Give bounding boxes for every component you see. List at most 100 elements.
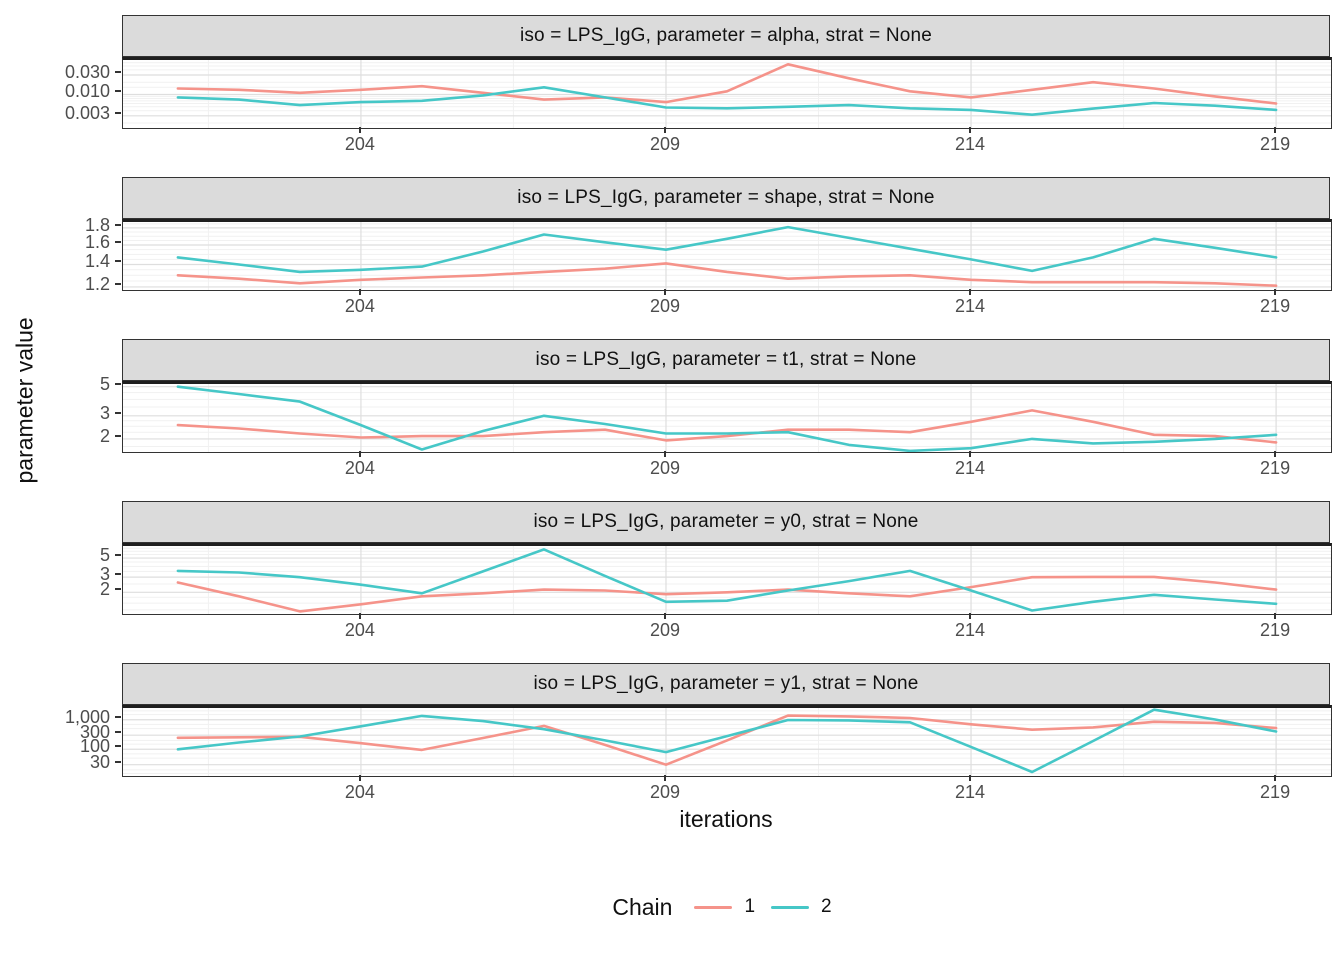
x-tick-label: 214 bbox=[955, 458, 986, 478]
facet-plot-area bbox=[123, 60, 1331, 128]
y-tick-mark bbox=[115, 241, 121, 244]
facet-panel bbox=[122, 219, 1332, 291]
x-tick-label: 219 bbox=[1260, 296, 1291, 316]
legend-entry-chain-1: 1 bbox=[694, 896, 755, 918]
x-tick-label: 219 bbox=[1260, 134, 1291, 154]
facet-strip-title: iso = LPS_IgG, parameter = y1, strat = N… bbox=[533, 673, 919, 694]
y-tick-mark bbox=[115, 71, 121, 74]
legend-label-chain-1: 1 bbox=[744, 896, 756, 917]
x-tick-mark bbox=[663, 289, 666, 295]
chain-2-trace bbox=[176, 708, 1278, 774]
y-tick-mark bbox=[115, 760, 121, 763]
y-tick-label: 3 bbox=[99, 564, 110, 585]
facet-strip: iso = LPS_IgG, parameter = y1, strat = N… bbox=[122, 663, 1330, 705]
legend-entry-chain-2: 2 bbox=[771, 896, 832, 918]
x-tick-mark bbox=[969, 775, 972, 781]
chain-1-trace bbox=[176, 63, 1278, 105]
x-tick-mark bbox=[969, 613, 972, 619]
chain-1-trace bbox=[176, 262, 1278, 288]
x-tick-mark bbox=[1274, 775, 1277, 781]
x-tick-mark bbox=[1274, 613, 1277, 619]
x-tick-mark bbox=[663, 127, 666, 133]
y-tick-label: 1,000 bbox=[64, 706, 110, 727]
x-tick-mark bbox=[663, 775, 666, 781]
x-tick-label: 214 bbox=[955, 296, 986, 316]
chain-legend: Chain 1 2 bbox=[422, 892, 1022, 922]
facet-plot-area bbox=[123, 708, 1331, 776]
facet-strip-title: iso = LPS_IgG, parameter = t1, strat = N… bbox=[535, 349, 917, 370]
y-tick-label: 3 bbox=[99, 402, 110, 423]
x-tick-mark bbox=[358, 127, 361, 133]
y-tick-label: 0.030 bbox=[64, 62, 110, 83]
facet-strip: iso = LPS_IgG, parameter = alpha, strat … bbox=[122, 15, 1330, 57]
x-tick-label: 214 bbox=[955, 782, 986, 802]
facet-strip-title: iso = LPS_IgG, parameter = shape, strat … bbox=[517, 187, 935, 208]
facet-panel bbox=[122, 705, 1332, 777]
facet-plot-area bbox=[123, 222, 1331, 290]
x-tick-mark bbox=[358, 613, 361, 619]
y-tick-mark bbox=[115, 382, 121, 385]
facet-strip-title: iso = LPS_IgG, parameter = alpha, strat … bbox=[519, 25, 933, 46]
x-tick-label: 204 bbox=[344, 458, 375, 478]
y-tick-label: 0.010 bbox=[64, 81, 110, 102]
x-tick-mark bbox=[969, 451, 972, 457]
x-tick-label: 219 bbox=[1260, 782, 1291, 802]
x-tick-label: 204 bbox=[344, 620, 375, 640]
y-tick-mark bbox=[115, 434, 121, 437]
legend-title: Chain bbox=[612, 893, 673, 920]
x-tick-label: 204 bbox=[344, 134, 375, 154]
y-tick-label: 0.003 bbox=[64, 102, 110, 123]
x-tick-mark bbox=[1274, 127, 1277, 133]
x-tick-label: 209 bbox=[649, 782, 680, 802]
x-tick-label: 209 bbox=[649, 620, 680, 640]
facet-strip-title: iso = LPS_IgG, parameter = y0, strat = N… bbox=[533, 511, 919, 532]
facet-panel bbox=[122, 381, 1332, 453]
y-tick-label: 100 bbox=[79, 736, 110, 757]
x-tick-label: 209 bbox=[649, 296, 680, 316]
x-tick-label: 214 bbox=[955, 134, 986, 154]
y-tick-label: 1.6 bbox=[84, 232, 110, 253]
x-tick-mark bbox=[358, 451, 361, 457]
x-tick-label: 219 bbox=[1260, 458, 1291, 478]
chain-2-trace bbox=[176, 385, 1278, 452]
y-tick-mark bbox=[115, 731, 121, 734]
x-tick-label: 209 bbox=[649, 134, 680, 154]
y-tick-label: 1.2 bbox=[84, 273, 110, 294]
y-tick-label: 30 bbox=[89, 751, 110, 772]
y-tick-mark bbox=[115, 745, 121, 748]
x-tick-mark bbox=[969, 289, 972, 295]
y-tick-label: 2 bbox=[99, 579, 110, 600]
x-axis-title: iterations bbox=[679, 806, 773, 832]
y-tick-label: 2 bbox=[99, 425, 110, 446]
x-tick-label: 209 bbox=[649, 458, 680, 478]
facet-plot-area bbox=[123, 546, 1331, 614]
x-tick-mark bbox=[969, 127, 972, 133]
y-tick-mark bbox=[115, 411, 121, 414]
y-tick-mark bbox=[115, 554, 121, 557]
legend-label-chain-2: 2 bbox=[821, 896, 832, 917]
y-tick-label: 1.4 bbox=[84, 251, 110, 272]
chain-1-trace bbox=[176, 714, 1278, 767]
facet-strip: iso = LPS_IgG, parameter = t1, strat = N… bbox=[122, 339, 1330, 381]
y-tick-label: 5 bbox=[99, 545, 110, 566]
y-tick-mark bbox=[115, 282, 121, 285]
x-tick-label: 204 bbox=[344, 296, 375, 316]
facet-plot-area bbox=[123, 384, 1331, 452]
chain-1-line-key bbox=[694, 905, 733, 909]
chain-2-trace bbox=[176, 225, 1278, 274]
x-tick-mark bbox=[358, 775, 361, 781]
y-tick-mark bbox=[115, 90, 121, 93]
chain-1-trace bbox=[176, 409, 1278, 444]
x-tick-mark bbox=[663, 613, 666, 619]
facet-strip: iso = LPS_IgG, parameter = shape, strat … bbox=[122, 177, 1330, 219]
x-tick-mark bbox=[358, 289, 361, 295]
x-tick-label: 204 bbox=[344, 782, 375, 802]
y-tick-mark bbox=[115, 111, 121, 114]
facet-panel bbox=[122, 543, 1332, 615]
y-tick-label: 300 bbox=[79, 722, 110, 743]
chain-1-trace bbox=[176, 575, 1278, 613]
x-tick-mark bbox=[1274, 289, 1277, 295]
x-tick-label: 219 bbox=[1260, 620, 1291, 640]
facet-strip: iso = LPS_IgG, parameter = y0, strat = N… bbox=[122, 501, 1330, 543]
